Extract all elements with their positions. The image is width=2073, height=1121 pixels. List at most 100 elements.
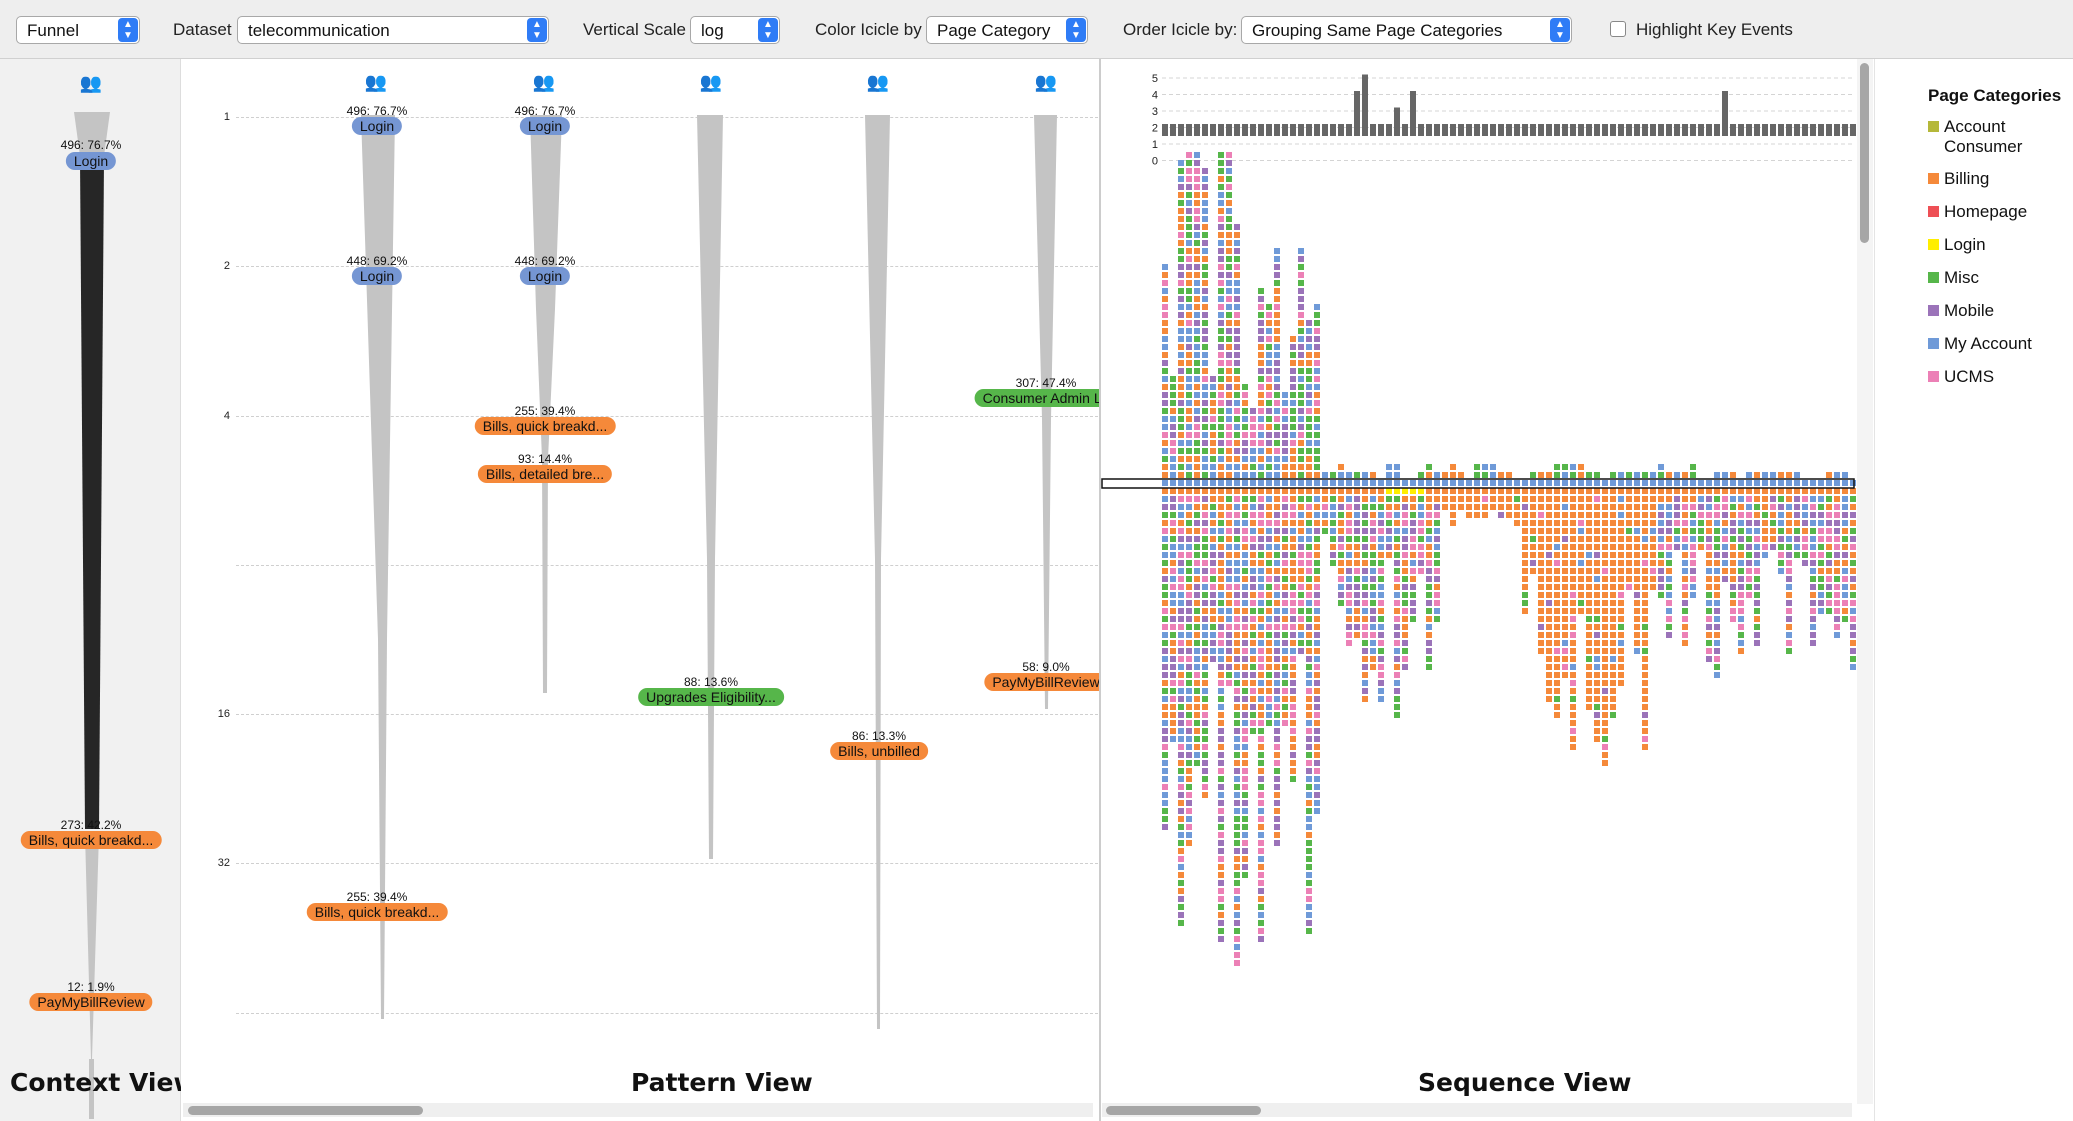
sequence-cell xyxy=(1842,584,1848,590)
dataset-select[interactable]: telecommunication ▲ ▼ xyxy=(237,16,549,44)
sequence-cell xyxy=(1538,576,1544,582)
pattern-node-bills-quick[interactable]: Bills, quick breakd... xyxy=(474,417,616,435)
sequence-cell xyxy=(1202,168,1208,174)
context-node-login[interactable]: Login xyxy=(65,152,117,170)
legend-item-login[interactable]: Login xyxy=(1928,235,2064,255)
histogram-bar xyxy=(1722,91,1728,136)
legend-item-billing[interactable]: Billing xyxy=(1928,169,2064,189)
pattern-node-upgrades[interactable]: Upgrades Eligibility... xyxy=(638,688,784,706)
sequence-cell xyxy=(1298,536,1304,542)
pattern-node-login[interactable]: Login xyxy=(351,267,403,285)
sequence-cell xyxy=(1234,808,1240,814)
sequence-cell xyxy=(1538,480,1544,486)
sequence-cell xyxy=(1298,464,1304,470)
mode-select[interactable]: Funnel ▲ ▼ xyxy=(16,16,140,44)
histogram-bar xyxy=(1850,124,1856,136)
context-node-paymybillreview[interactable]: PayMyBillReview xyxy=(29,993,153,1011)
sequence-cell xyxy=(1354,544,1360,550)
sequence-cell xyxy=(1186,664,1192,670)
sequence-cell xyxy=(1298,552,1304,558)
legend-item-my-account[interactable]: My Account xyxy=(1928,334,2064,354)
pattern-node-consumer-admin[interactable]: Consumer Admin La xyxy=(974,389,1118,407)
highlight-key-events-checkbox[interactable] xyxy=(1610,21,1626,37)
legend-item-misc[interactable]: Misc xyxy=(1928,268,2064,288)
sequence-cell xyxy=(1186,216,1192,222)
sequence-cell xyxy=(1378,512,1384,518)
pattern-node-bills-detailed[interactable]: Bills, detailed bre... xyxy=(477,465,613,483)
sequence-cell xyxy=(1538,608,1544,614)
sequence-cell xyxy=(1618,504,1624,510)
sequence-cell xyxy=(1178,752,1184,758)
pattern-node-login[interactable]: Login xyxy=(351,117,403,135)
sequence-cell xyxy=(1202,640,1208,646)
sequence-cell xyxy=(1586,560,1592,566)
sequence-cell xyxy=(1850,520,1856,526)
vertical-scale-select[interactable]: log ▲ ▼ xyxy=(690,16,780,44)
sequence-cell xyxy=(1234,888,1240,894)
sequence-cell xyxy=(1554,472,1560,478)
sequence-cell xyxy=(1722,472,1728,478)
sequence-cell xyxy=(1370,480,1376,486)
sequence-cell xyxy=(1850,608,1856,614)
sequence-cell xyxy=(1314,544,1320,550)
pattern-node-login[interactable]: Login xyxy=(519,267,571,285)
order-icicle-select[interactable]: Grouping Same Page Categories ▲ ▼ xyxy=(1241,16,1572,44)
sequence-cell xyxy=(1266,624,1272,630)
histogram-bar xyxy=(1538,124,1544,136)
pattern-horizontal-scrollbar[interactable] xyxy=(183,1103,1093,1117)
sequence-cell xyxy=(1642,600,1648,606)
sequence-cell xyxy=(1722,480,1728,486)
legend-item-homepage[interactable]: Homepage xyxy=(1928,202,2064,222)
sequence-cell xyxy=(1290,672,1296,678)
sequence-cell xyxy=(1226,192,1232,198)
sequence-cell xyxy=(1810,488,1816,494)
sequence-cell xyxy=(1450,504,1456,510)
sequence-cell xyxy=(1834,632,1840,638)
sequence-cell xyxy=(1706,640,1712,646)
sequence-vscroll-thumb[interactable] xyxy=(1860,63,1869,243)
sequence-scrollbar-thumb[interactable] xyxy=(1106,1106,1261,1115)
context-node-bills-quick[interactable]: Bills, quick breakd... xyxy=(20,831,162,849)
sequence-cell xyxy=(1218,296,1224,302)
sequence-cell xyxy=(1338,472,1344,478)
color-icicle-select[interactable]: Page Category ▲ ▼ xyxy=(926,16,1088,44)
sequence-cell xyxy=(1402,664,1408,670)
sequence-cell xyxy=(1482,512,1488,518)
sequence-cell xyxy=(1818,520,1824,526)
sequence-cell xyxy=(1698,520,1704,526)
pattern-node-paymybillreview[interactable]: PayMyBillReview xyxy=(984,673,1108,691)
sequence-cell xyxy=(1290,344,1296,350)
pattern-scrollbar-thumb[interactable] xyxy=(188,1106,423,1115)
sequence-cell xyxy=(1394,688,1400,694)
legend-item-mobile[interactable]: Mobile xyxy=(1928,301,2064,321)
sequence-cell xyxy=(1314,520,1320,526)
sequence-cell xyxy=(1194,176,1200,182)
sequence-cell xyxy=(1386,512,1392,518)
sequence-cell xyxy=(1242,440,1248,446)
sequence-cell xyxy=(1298,616,1304,622)
sequence-cell xyxy=(1602,552,1608,558)
sequence-cell xyxy=(1266,608,1272,614)
legend-item-ucms[interactable]: UCMS xyxy=(1928,367,2064,387)
sequence-cell xyxy=(1298,328,1304,334)
sequence-cell xyxy=(1642,584,1648,590)
sequence-cell xyxy=(1162,656,1168,662)
sequence-cell xyxy=(1242,408,1248,414)
sequence-cell xyxy=(1298,488,1304,494)
sequence-cell xyxy=(1234,832,1240,838)
sequence-vertical-scrollbar[interactable] xyxy=(1857,59,1873,1104)
sequence-cell xyxy=(1218,336,1224,342)
pattern-node-login[interactable]: Login xyxy=(519,117,571,135)
sequence-cell xyxy=(1786,616,1792,622)
sequence-cell xyxy=(1394,672,1400,678)
sequence-horizontal-scrollbar[interactable] xyxy=(1102,1103,1852,1117)
legend-item-account-consumer[interactable]: Account Consumer xyxy=(1928,117,2064,157)
sequence-selection-outline[interactable] xyxy=(1101,478,1855,489)
sequence-cell xyxy=(1538,488,1544,494)
pattern-node-bills-unbilled[interactable]: Bills, unbilled xyxy=(830,742,928,760)
sequence-cell xyxy=(1522,496,1528,502)
sequence-cell xyxy=(1242,472,1248,478)
sequence-cell xyxy=(1586,664,1592,670)
sequence-cell xyxy=(1282,448,1288,454)
pattern-node-bills-quick[interactable]: Bills, quick breakd... xyxy=(306,903,448,921)
